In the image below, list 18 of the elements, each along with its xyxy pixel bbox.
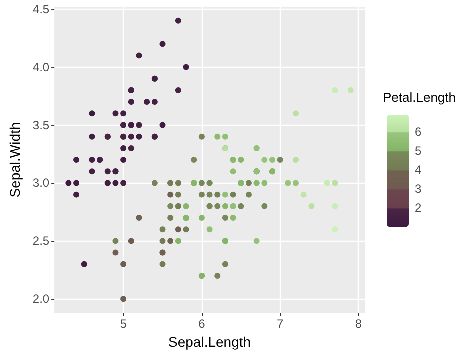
color-bar-label: 5: [415, 144, 422, 158]
color-bar-label: 3: [415, 182, 422, 196]
y-tick-label: 2.5: [32, 234, 50, 248]
color-bar-label: 6: [415, 125, 422, 140]
y-tick-label: 3.0: [32, 176, 50, 190]
x-tick-label: 6: [198, 317, 206, 332]
color-bar-label: 4: [415, 163, 422, 178]
y-tick-label: 4.5: [32, 2, 50, 16]
y-tick-label: 3.5: [32, 118, 50, 132]
color-bar-label: 2: [415, 201, 422, 216]
x-tick-label: 7: [276, 317, 284, 332]
x-tick-label: 8: [355, 317, 362, 332]
x-tick-label: 5: [120, 317, 128, 332]
color-bar-title: Petal.Length: [383, 90, 456, 105]
y-tick-label: 4.0: [32, 60, 50, 74]
x-axis-title: Sepal.Length: [168, 334, 252, 350]
y-axis-title: Sepal.Width: [7, 122, 23, 198]
y-tick-label: 2.0: [32, 292, 50, 306]
